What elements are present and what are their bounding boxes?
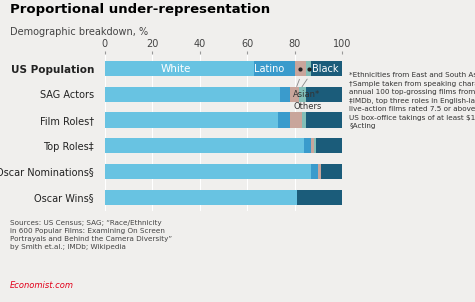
Bar	[314, 138, 316, 153]
Bar	[278, 112, 290, 128]
Text: Asian*
Others: Asian* Others	[293, 90, 322, 111]
Bar	[104, 138, 304, 153]
Bar	[304, 138, 311, 153]
Bar	[316, 138, 344, 153]
Text: Black: Black	[312, 63, 339, 73]
Bar	[104, 61, 254, 76]
Bar	[280, 87, 290, 102]
Text: Economist.com: Economist.com	[10, 281, 74, 290]
Bar	[318, 164, 321, 179]
Bar	[290, 87, 299, 102]
Bar	[294, 61, 306, 76]
Text: Demographic breakdown, %: Demographic breakdown, %	[10, 27, 148, 37]
Bar	[104, 87, 280, 102]
Bar	[104, 164, 311, 179]
Bar	[299, 87, 306, 102]
Bar	[297, 190, 342, 205]
Bar	[311, 164, 318, 179]
Text: Latino: Latino	[255, 63, 285, 73]
Bar	[306, 87, 342, 102]
Bar	[321, 164, 342, 179]
Text: *Ethnicities from East and South Asia
†Sample taken from speaking characters in : *Ethnicities from East and South Asia †S…	[349, 72, 475, 130]
Text: Sources: US Census; SAG; “Race/Ethnicity
in 600 Popular Films: Examining On Scre: Sources: US Census; SAG; “Race/Ethnicity…	[10, 220, 171, 250]
Text: White: White	[161, 63, 191, 73]
Bar	[104, 112, 278, 128]
Bar	[306, 112, 342, 128]
Bar	[254, 61, 294, 76]
Bar	[290, 112, 302, 128]
Bar	[104, 190, 297, 205]
Bar	[302, 112, 306, 128]
Bar	[311, 138, 314, 153]
Text: Proportional under-representation: Proportional under-representation	[10, 3, 270, 16]
Bar	[306, 61, 311, 76]
Bar	[311, 61, 342, 76]
